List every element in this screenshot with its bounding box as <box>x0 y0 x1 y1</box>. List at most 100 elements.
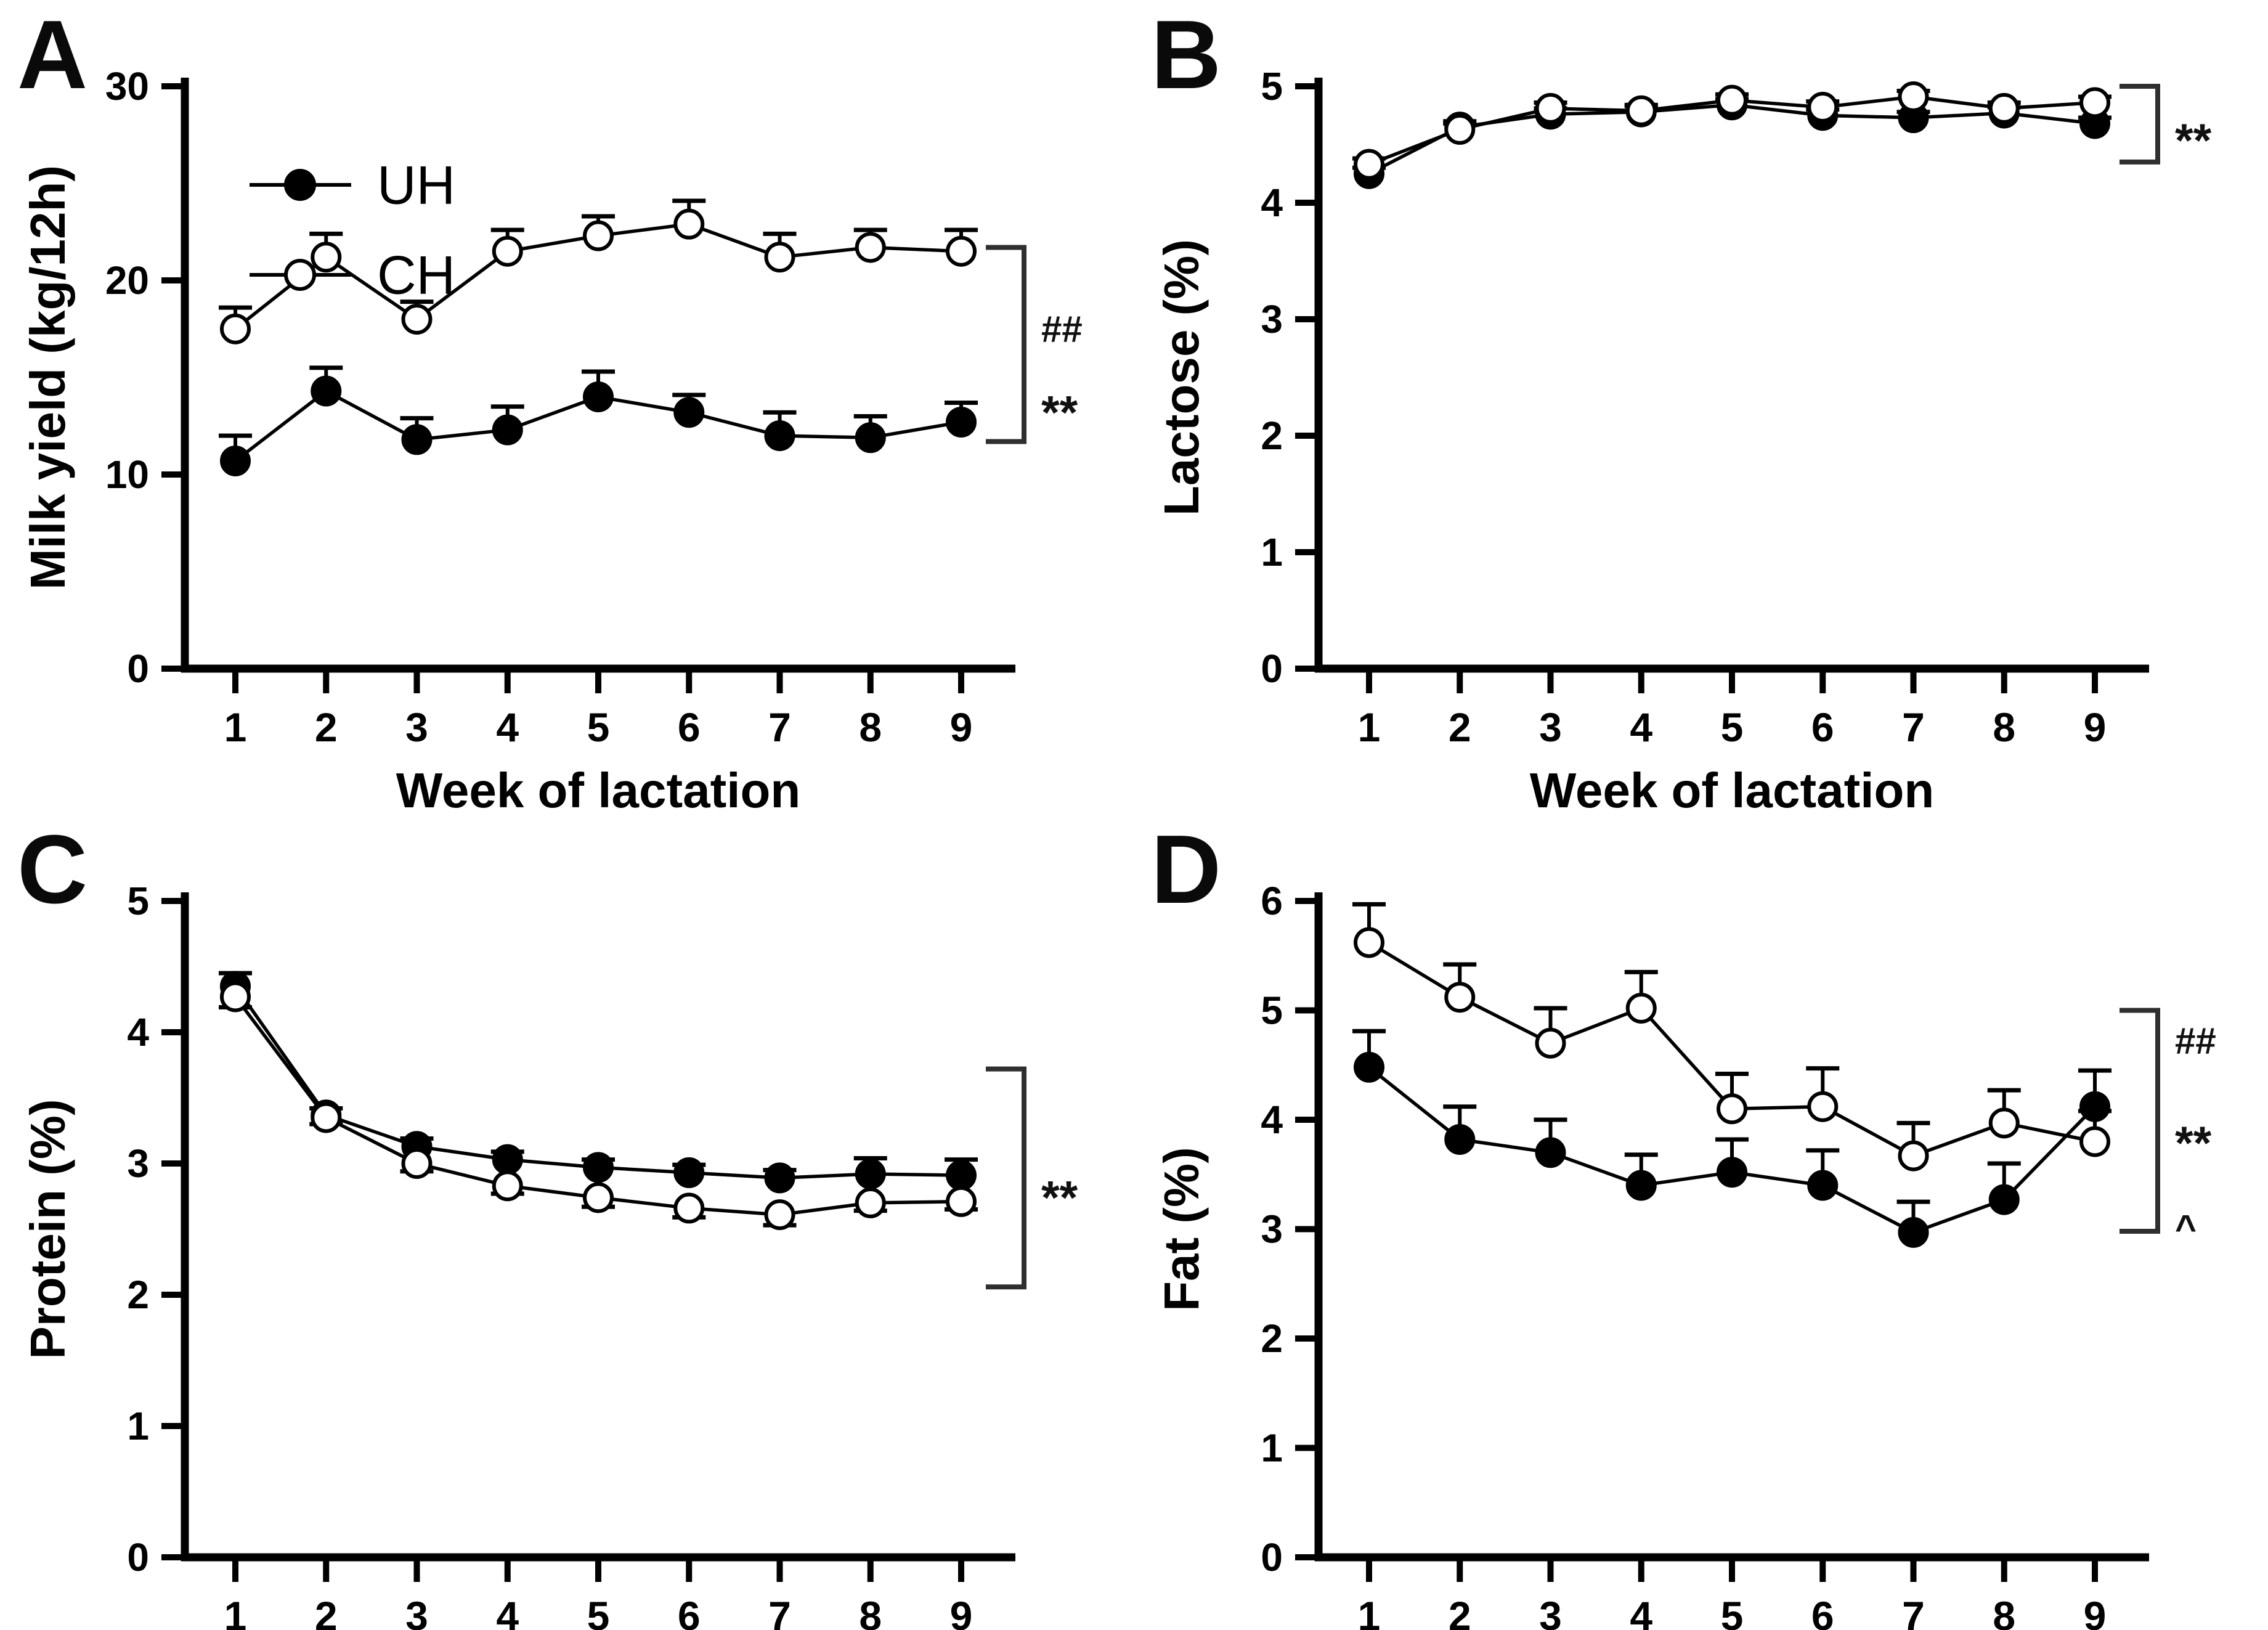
x-tick-label: 7 <box>768 1593 791 1630</box>
x-tick-label: 8 <box>1993 1593 2015 1630</box>
x-tick-label: 4 <box>496 1593 519 1630</box>
y-tick-label: 5 <box>1261 988 1283 1033</box>
panel-letter-a: A <box>17 1 88 109</box>
data-point-UH-week-7 <box>764 1162 795 1194</box>
x-tick-label: 5 <box>587 1593 610 1630</box>
data-point-CH-week-5 <box>583 1182 614 1213</box>
legend-marker-CH <box>284 259 316 291</box>
y-tick-label: 3 <box>1261 297 1283 341</box>
data-point-CH-week-5 <box>1717 1093 1747 1125</box>
series-CH <box>1352 81 2112 180</box>
chart-canvas: 0 10 20 30 1 2 3 4 5 6 7 8 9 Milk yield (kg/12h) Week … <box>20 64 1083 815</box>
significance-annotation: ## ** <box>986 245 1083 444</box>
axes: 0 1 2 3 4 5 1 2 3 4 5 6 7 8 9 <box>127 879 1015 1630</box>
data-point-CH-week-6 <box>673 1192 705 1224</box>
legend-marker-UH <box>284 169 316 201</box>
y-axis-label: Fat (%) <box>1154 1147 1209 1311</box>
x-tick-label: 6 <box>678 704 701 750</box>
x-tick-label: 9 <box>950 704 973 750</box>
data-point-CH-week-9 <box>946 235 977 267</box>
data-point-CH-week-1 <box>1354 927 1384 958</box>
data-point-CH-week-6 <box>673 208 705 240</box>
data-point-UH-week-2 <box>1444 1123 1476 1155</box>
y-tick-label: 5 <box>1261 64 1283 108</box>
x-tick-label: 3 <box>405 704 428 750</box>
data-point-CH-week-4 <box>492 1170 523 1202</box>
data-point-UH-week-4 <box>492 414 523 446</box>
data-point-CH-week-1 <box>1354 149 1384 180</box>
sig-label: ## <box>2175 1021 2216 1062</box>
y-tick-label: 30 <box>105 64 149 108</box>
data-point-UH-week-3 <box>1535 1137 1566 1168</box>
sig-label: ** <box>2175 1117 2212 1170</box>
x-tick-label: 6 <box>1811 704 1834 750</box>
data-point-CH-week-2 <box>311 1102 342 1133</box>
data-point-CH-week-2 <box>311 242 342 273</box>
data-point-CH-week-8 <box>855 1187 886 1218</box>
sig-label: ^ <box>2175 1208 2197 1249</box>
legend-label-UH: UH <box>377 155 455 216</box>
data-point-CH-week-7 <box>1898 81 1929 113</box>
data-point-CH-week-2 <box>1444 113 1476 145</box>
series-UH <box>219 971 978 1194</box>
data-point-CH-week-8 <box>1988 92 2020 124</box>
data-point-CH-week-8 <box>1988 1107 2020 1139</box>
x-tick-label: 2 <box>315 704 338 750</box>
y-tick-label: 2 <box>1261 414 1283 458</box>
data-point-CH-week-8 <box>855 232 886 263</box>
data-point-UH-week-5 <box>583 381 614 412</box>
data-point-UH-week-7 <box>764 420 795 451</box>
data-point-UH-week-4 <box>492 1144 523 1175</box>
x-tick-label: 1 <box>1358 1593 1381 1630</box>
sig-label: ** <box>1041 1172 1078 1224</box>
x-tick-label: 1 <box>224 704 247 750</box>
data-point-CH-week-2 <box>1444 982 1476 1013</box>
data-point-CH-week-7 <box>764 1199 795 1231</box>
data-point-CH-week-9 <box>2079 1126 2110 1157</box>
y-tick-label: 0 <box>1261 646 1283 691</box>
y-tick-label: 2 <box>1261 1316 1283 1361</box>
data-point-CH-week-6 <box>1807 1091 1839 1122</box>
y-tick-label: 1 <box>1261 1426 1283 1470</box>
data-point-UH-week-1 <box>1354 1051 1384 1083</box>
y-tick-label: 1 <box>127 1404 149 1448</box>
x-tick-label: 3 <box>1539 1593 1562 1630</box>
significance-annotation: ## ** ^ <box>2120 1008 2216 1249</box>
x-tick-label: 4 <box>1630 704 1652 750</box>
x-tick-label: 5 <box>1721 704 1744 750</box>
sig-bracket <box>986 1066 1026 1290</box>
data-point-CH-week-3 <box>401 304 433 335</box>
y-tick-label: 4 <box>127 1010 149 1054</box>
y-tick-label: 5 <box>127 879 149 923</box>
data-point-UH-week-1 <box>220 445 251 476</box>
data-point-UH-week-6 <box>1807 1170 1839 1201</box>
data-point-UH-week-7 <box>1898 1216 1929 1248</box>
legend-label-CH: CH <box>377 245 455 306</box>
data-point-UH-week-6 <box>673 397 705 428</box>
series-CH <box>1352 902 2112 1172</box>
x-tick-label: 9 <box>2084 704 2107 750</box>
y-tick-label: 10 <box>105 452 149 497</box>
chart-canvas: 0 1 2 3 4 5 1 2 3 4 5 6 7 8 9 Lactose (%) Week of lactat… <box>1154 64 2212 815</box>
x-tick-label: 2 <box>1449 704 1471 750</box>
data-point-CH-week-6 <box>1807 92 1839 123</box>
sig-label: ** <box>2175 115 2212 167</box>
sig-label: ## <box>1041 308 1083 349</box>
sig-bracket <box>2120 84 2160 165</box>
data-point-UH-week-4 <box>1625 1170 1657 1201</box>
x-tick-label: 3 <box>405 1593 428 1630</box>
y-tick-label: 6 <box>1261 879 1283 923</box>
y-tick-label: 4 <box>1261 1098 1283 1142</box>
x-tick-label: 9 <box>950 1593 973 1630</box>
data-point-CH-week-5 <box>1717 84 1747 116</box>
y-tick-label: 1 <box>1261 530 1283 574</box>
panel-milk-yield: A 0 10 20 30 1 2 3 4 5 6 7 8 9 Milk yield (kg/12h) Wee… <box>0 0 1134 815</box>
x-tick-label: 6 <box>678 1593 701 1630</box>
data-point-UH-week-5 <box>583 1152 614 1183</box>
y-tick-label: 3 <box>1261 1207 1283 1252</box>
panel-letter-c: C <box>17 815 88 924</box>
